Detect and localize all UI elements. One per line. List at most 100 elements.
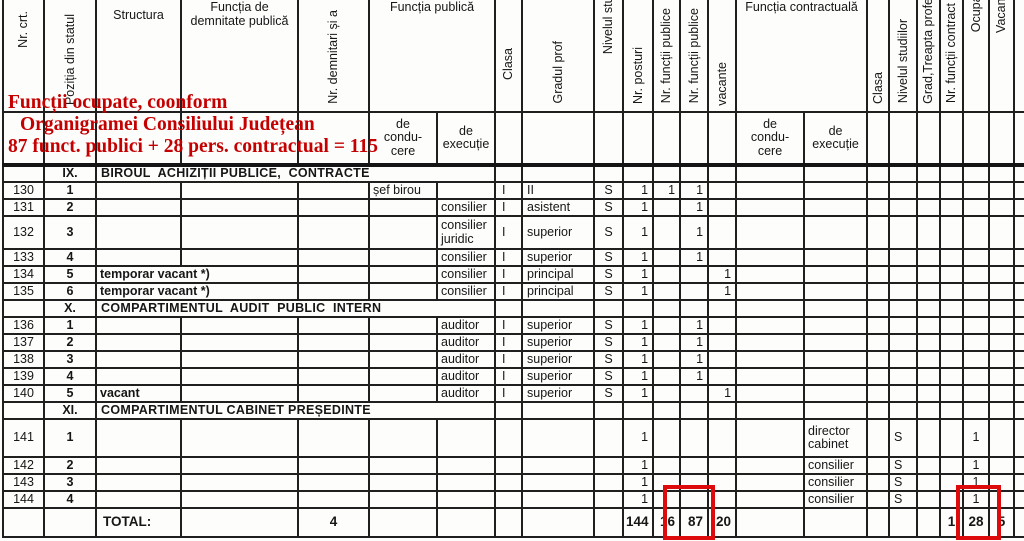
cell-nivel: S xyxy=(593,198,625,217)
cell-nivel xyxy=(593,490,625,509)
cell-empty xyxy=(593,164,625,183)
cell-clasa2 xyxy=(866,473,891,492)
cell-fp1 xyxy=(652,215,682,250)
cell-nr xyxy=(2,401,45,420)
cell-fc-cond xyxy=(735,418,806,458)
cell-poz: 1 xyxy=(43,316,97,335)
cell-clasa2 xyxy=(866,181,891,200)
cell-grad2 xyxy=(916,316,942,335)
cell-clasa2 xyxy=(866,265,891,284)
cell-nivel: S xyxy=(593,350,625,369)
cell-ocupate xyxy=(962,282,991,301)
cell-poz: 1 xyxy=(43,181,97,200)
cell-empty xyxy=(622,299,655,318)
cell-fc-cond xyxy=(735,248,806,267)
cell-pad xyxy=(1013,367,1024,386)
cell-fp-cond xyxy=(368,350,438,369)
col-header-edge xyxy=(1013,0,1024,113)
cell-grad2 xyxy=(916,490,942,509)
cell-empty xyxy=(916,507,942,538)
cell-pad xyxy=(1013,456,1024,475)
cell-fp1 xyxy=(652,316,682,335)
cell-fp-cond: șef birou xyxy=(368,181,438,200)
cell-fp1 xyxy=(652,248,682,267)
cell-fc-exec xyxy=(803,333,869,352)
cell-grad: superior xyxy=(521,316,596,335)
subheader-fp-conducere: de condu- cere xyxy=(368,111,438,167)
cell-ocupate: 1 xyxy=(962,456,991,475)
cell-posturi: 1 xyxy=(622,473,655,492)
cell-vac xyxy=(707,456,738,475)
cell-nivel: S xyxy=(593,248,625,267)
cell-vacante xyxy=(988,418,1016,458)
cell-empty xyxy=(803,507,869,538)
cell-empty xyxy=(866,401,891,420)
cell-clasa2 xyxy=(866,384,891,403)
cell-posturi: 1 xyxy=(622,490,655,509)
cell-ocupate xyxy=(962,384,991,403)
cell-fp-cond xyxy=(368,316,438,335)
cell-demnitari xyxy=(297,333,370,352)
cell-nr xyxy=(2,164,45,183)
cell-fc-exec: consilier xyxy=(803,473,869,492)
cell-empty xyxy=(494,299,524,318)
cell-vacante xyxy=(988,181,1016,200)
cell-nivel xyxy=(593,418,625,458)
annotation-line-1: Funcții ocupate, coonform xyxy=(8,92,228,113)
table-row: 144 4 1 consilier S 1 xyxy=(2,490,1024,509)
cell-fp-cond xyxy=(368,333,438,352)
section-title: COMPARTIMENTUL AUDIT PUBLIC INTERN xyxy=(94,299,497,318)
cell-empty xyxy=(593,401,625,420)
cell-fp-exec: consilier xyxy=(435,282,497,301)
cell-nr: 140 xyxy=(2,384,45,403)
cell-pozitie: IX. xyxy=(43,164,97,183)
cell-grad2 xyxy=(916,473,942,492)
cell-nivel: S xyxy=(593,384,625,403)
cell-fp1 xyxy=(652,367,682,386)
total-fp-b: 87 xyxy=(679,507,710,538)
cell-fp2: 1 xyxy=(679,248,710,267)
cell-pad xyxy=(1013,350,1024,369)
cell-pad xyxy=(1013,282,1024,301)
cell-demnitate xyxy=(180,418,299,458)
cell-posturi: 1 xyxy=(622,248,655,267)
cell-grad2 xyxy=(916,282,942,301)
cell-empty xyxy=(679,164,710,183)
cell-ocupate xyxy=(962,367,991,386)
cell-grad: superior xyxy=(521,215,596,250)
cell-empty xyxy=(1013,507,1024,538)
ocupate-label: Ocupate xyxy=(968,0,983,33)
cell-nivel2 xyxy=(888,316,919,335)
cell-vac xyxy=(707,316,738,335)
cell-demnitate xyxy=(180,367,299,386)
cell-nivel2 xyxy=(888,384,919,403)
cell-vacante xyxy=(988,333,1016,352)
cell-posturi: 1 xyxy=(622,333,655,352)
cell-structura xyxy=(95,367,182,386)
cell-fp-exec xyxy=(435,181,497,200)
cell-pad xyxy=(1013,248,1024,267)
cell-poz: 3 xyxy=(43,350,97,369)
cell-demnitari xyxy=(297,418,370,458)
cell-nr: 143 xyxy=(2,473,45,492)
cell-nr-fc xyxy=(939,367,965,386)
cell-vacante xyxy=(988,384,1016,403)
cell-pad xyxy=(1013,473,1024,492)
cell-demnitate xyxy=(180,473,299,492)
cell-grad xyxy=(521,473,596,492)
cell-posturi: 1 xyxy=(622,367,655,386)
cell-fp1 xyxy=(652,265,682,284)
cell-poz: 3 xyxy=(43,215,97,250)
cell-fp2: 1 xyxy=(679,316,710,335)
cell-structura: vacant xyxy=(95,384,182,403)
cell-structura xyxy=(95,198,182,217)
annotation-line-3: 87 funct. publici + 28 pers. contractual… xyxy=(8,136,378,157)
cell-vacante xyxy=(988,350,1016,369)
cell-posturi: 1 xyxy=(622,316,655,335)
cell-fc-cond xyxy=(735,367,806,386)
cell-empty xyxy=(652,164,682,183)
cell-clasa: I xyxy=(494,215,524,250)
cell-structura xyxy=(95,248,182,267)
